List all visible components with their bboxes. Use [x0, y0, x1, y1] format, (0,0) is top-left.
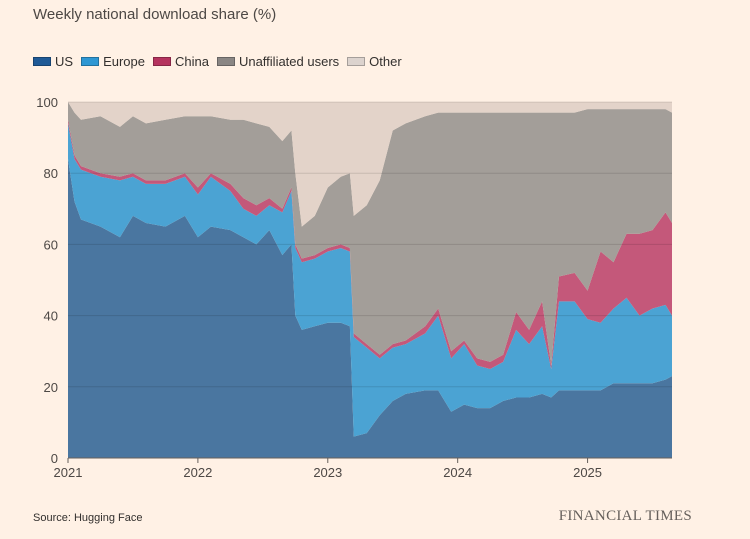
- legend-swatch-china: [152, 57, 171, 66]
- legend-item-unaffiliated: Unaffiliated users: [216, 54, 340, 69]
- area-unaffiliated-users: [68, 102, 672, 366]
- source-note: Source: Hugging Face: [33, 512, 143, 524]
- x-tick-label: 2023: [313, 465, 342, 480]
- legend-item-other: Other: [347, 54, 402, 69]
- legend-swatch-other: [347, 57, 366, 66]
- legend-label: Europe: [103, 54, 145, 69]
- y-tick-label: 60: [44, 237, 58, 252]
- publisher-logo: FINANCIAL TIMES: [558, 508, 692, 524]
- area-us: [68, 158, 672, 458]
- legend-item-china: China: [152, 54, 209, 69]
- x-tick-label: 2025: [573, 465, 602, 480]
- legend-label: Unaffiliated users: [238, 54, 340, 69]
- legend-swatch-us: [33, 57, 51, 66]
- area-europe: [68, 123, 672, 437]
- legend-swatch-unaffiliated: [216, 57, 235, 66]
- legend: US Europe China Unaffiliated users Other: [33, 54, 402, 69]
- y-tick-label: 100: [36, 95, 58, 110]
- area-china: [68, 119, 672, 369]
- legend-item-us: US: [33, 54, 73, 69]
- y-tick-label: 80: [44, 166, 58, 181]
- area-other: [68, 102, 672, 227]
- x-tick-label: 2021: [54, 465, 83, 480]
- legend-label: China: [174, 54, 209, 69]
- chart-title: Weekly national download share (%): [33, 6, 277, 23]
- y-tick-label: 40: [44, 309, 58, 324]
- y-tick-label: 0: [51, 451, 58, 466]
- legend-item-europe: Europe: [81, 54, 145, 69]
- x-tick-label: 2024: [443, 465, 472, 480]
- y-tick-label: 20: [44, 380, 58, 395]
- legend-swatch-europe: [81, 57, 100, 66]
- x-tick-label: 2022: [183, 465, 212, 480]
- legend-label: US: [55, 54, 74, 69]
- legend-label: Other: [369, 54, 402, 69]
